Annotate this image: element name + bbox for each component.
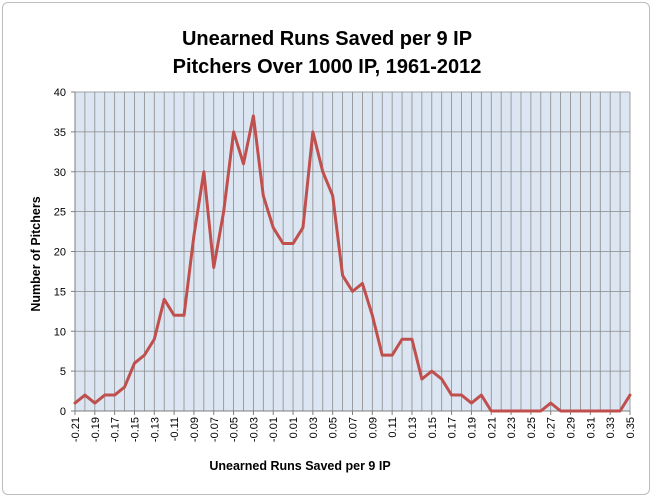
y-tick-label: 5 [60,366,66,378]
x-tick-label: 0.05 [328,417,340,438]
y-tick-label: 15 [54,286,66,298]
y-tick-labels: 0 5 10 15 20 25 30 35 40 [54,87,75,418]
x-tick-label: 0.29 [566,417,578,438]
x-tick-labels: -0.21 -0.19 -0.17 -0.15 -0.13 -0.11 -0.09 -0.07… [70,411,637,442]
y-tick-label: 35 [54,127,66,139]
x-tick-label: 0.11 [387,417,399,438]
x-tick-label: -0.15 [129,417,141,442]
chart-title-line-1: Unearned Runs Saved per 9 IP [182,28,472,50]
x-tick-label: 0.23 [506,417,518,438]
x-tick-label: 0.31 [585,417,597,438]
x-tick-label: -0.13 [149,417,161,442]
y-tick-label: 25 [54,207,66,219]
x-tick-label: -0.01 [268,417,280,442]
x-tick-label: -0.21 [70,417,82,442]
x-tick-label: 0.09 [367,417,379,438]
y-tick-label: 0 [60,406,66,418]
y-tick-label: 10 [54,326,66,338]
x-tick-label: 0.01 [288,417,300,438]
y-tick-label: 20 [54,247,66,259]
x-tick-label: 0.21 [486,417,498,438]
x-tick-label: -0.07 [209,417,221,442]
x-tick-label: 0.35 [625,417,637,438]
y-axis-title: Number of Pitchers [29,196,43,311]
x-axis-title: Unearned Runs Saved per 9 IP [209,459,390,473]
x-tick-label: -0.19 [90,417,102,442]
x-tick-label: 0.13 [407,417,419,438]
grid-lines [74,91,631,412]
x-tick-label: -0.09 [189,417,201,442]
x-tick-label: -0.03 [248,417,260,442]
y-tick-label: 30 [54,167,66,179]
x-tick-label: -0.11 [169,417,181,441]
x-tick-label: 0.15 [427,417,439,438]
x-tick-label: 0.07 [348,417,360,438]
x-tick-label: 0.17 [447,417,459,438]
x-tick-label: -0.05 [229,417,241,442]
x-tick-label: 0.27 [546,417,558,438]
x-tick-label: 0.19 [466,417,478,438]
series-line-pitchers [73,114,632,413]
x-tick-label: -0.17 [110,417,122,442]
y-tick-label: 40 [54,87,66,99]
x-tick-label: 0.03 [308,417,320,438]
x-tick-label: 0.25 [526,417,538,438]
x-tick-label: 0.33 [605,417,617,438]
chart-title-line-2: Pitchers Over 1000 IP, 1961-2012 [173,56,482,78]
